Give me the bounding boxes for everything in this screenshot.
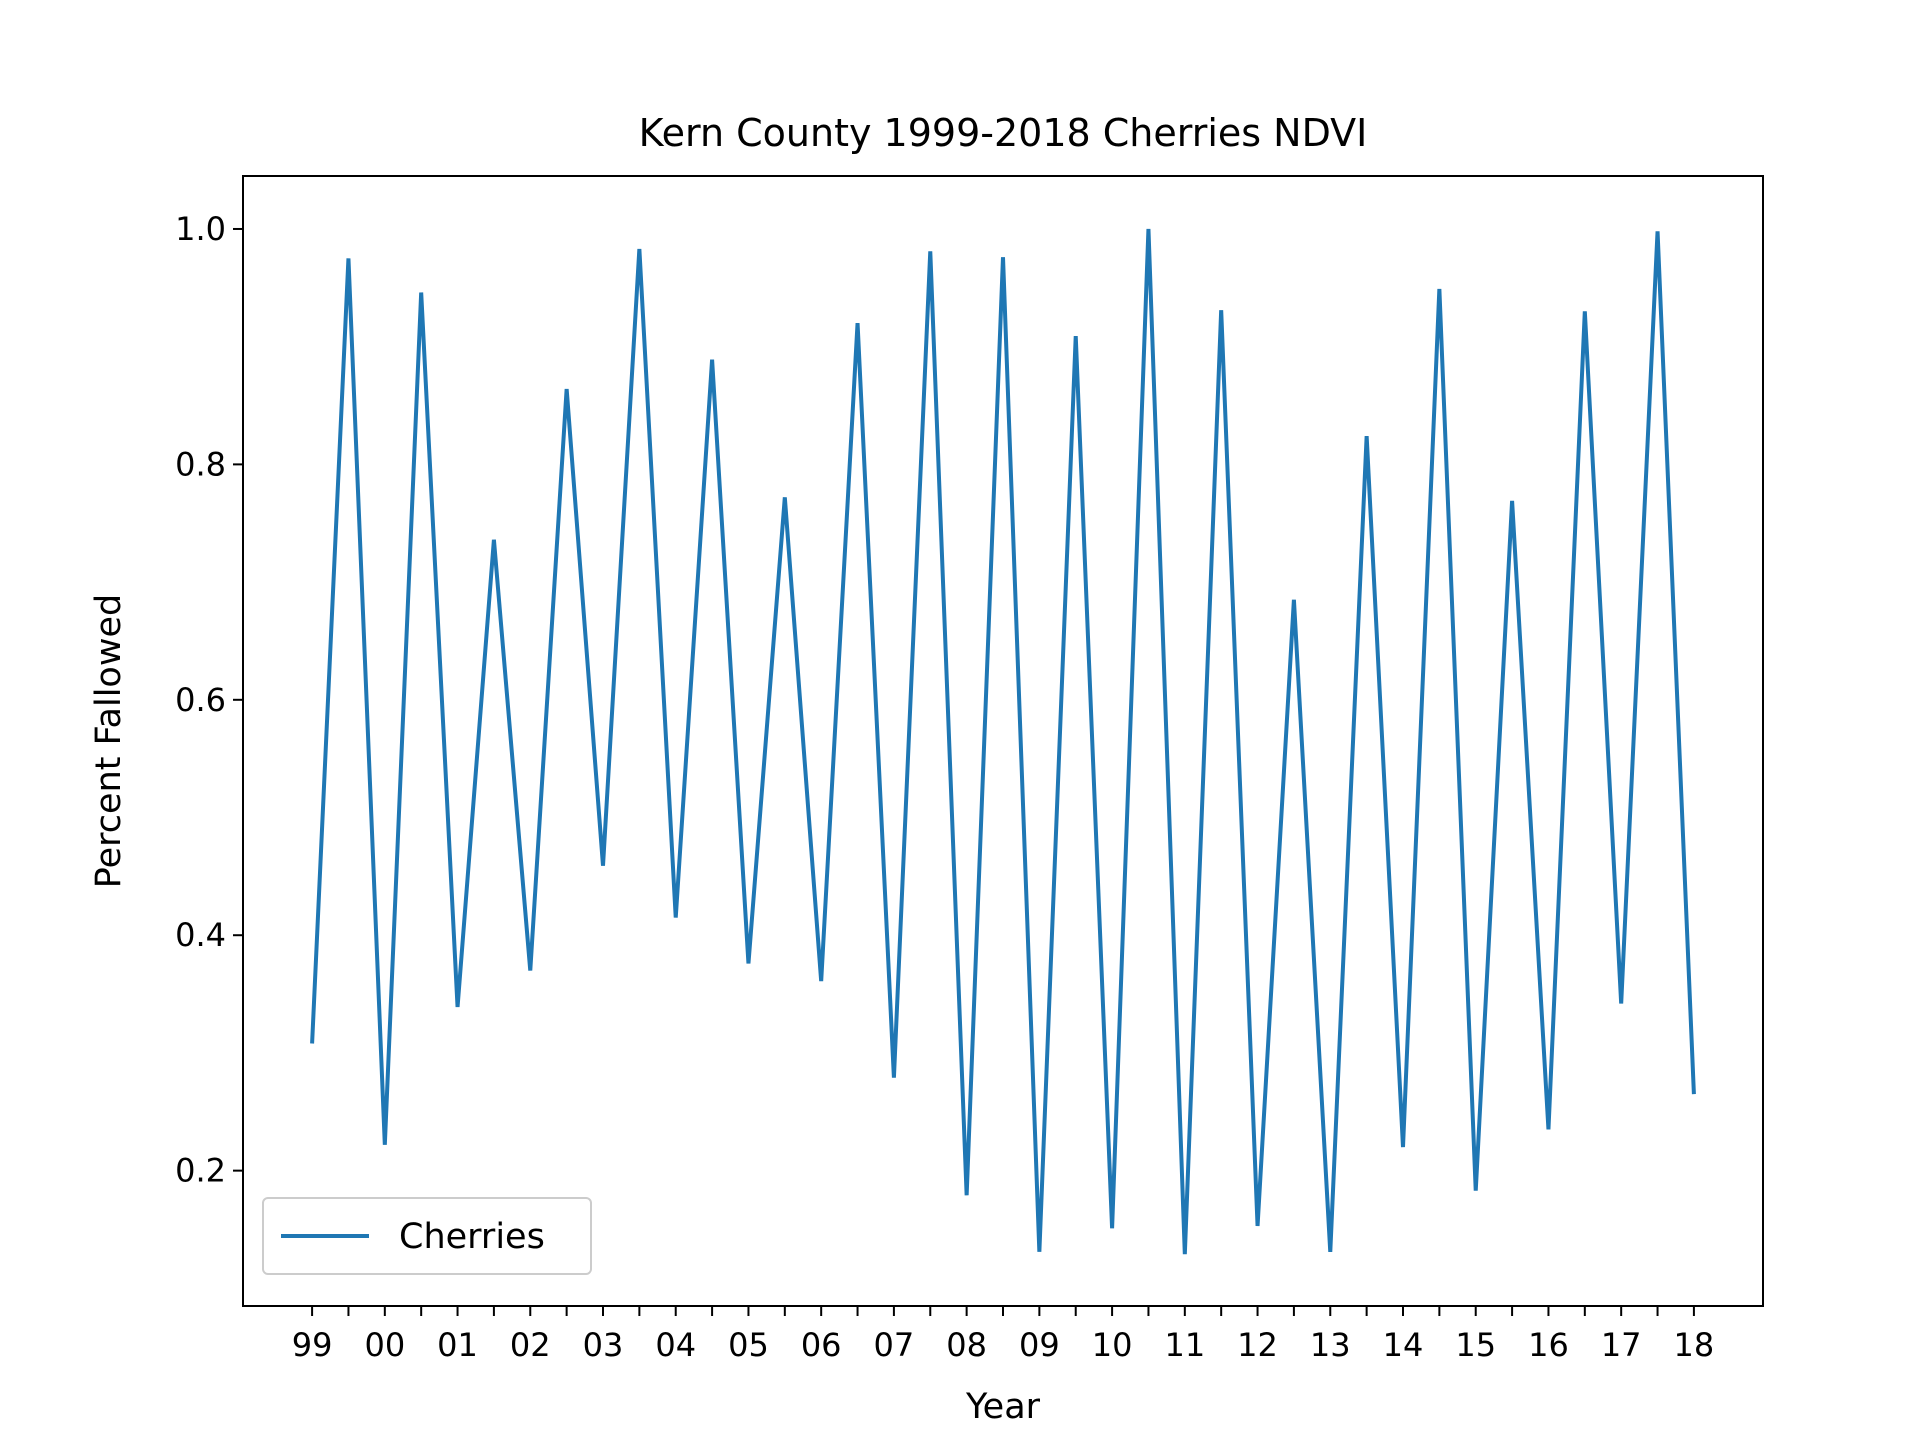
x-tick-label: 15 [1455, 1326, 1496, 1364]
y-axis-ticks: 0.2 0.4 0.6 0.8 1.0 [175, 210, 243, 1190]
x-axis-label: Year [965, 1387, 1041, 1427]
y-axis-label: Percent Fallowed [89, 594, 129, 888]
x-tick-label: 02 [510, 1326, 551, 1364]
plot-frame [242, 175, 1764, 1307]
x-tick-label: 11 [1164, 1326, 1205, 1364]
x-tick-label: 10 [1092, 1326, 1133, 1364]
x-tick-label: 12 [1237, 1326, 1278, 1364]
y-tick-label: 0.2 [175, 1152, 226, 1190]
x-tick-label: 08 [946, 1326, 987, 1364]
y-tick-label: 0.6 [175, 681, 226, 719]
series-layer [310, 228, 1696, 1255]
x-tick-label: 07 [874, 1326, 915, 1364]
x-tick-label: 14 [1383, 1326, 1424, 1364]
x-tick-label: 99 [292, 1326, 333, 1364]
x-tick-label: 03 [583, 1326, 624, 1364]
x-tick-label: 04 [655, 1326, 696, 1364]
x-tick-label: 17 [1601, 1326, 1642, 1364]
x-tick-label: 18 [1674, 1326, 1715, 1364]
series-line-cherries [310, 228, 1696, 1255]
y-tick-label: 1.0 [175, 210, 226, 248]
legend: Cherries [262, 1197, 592, 1275]
x-tick-label: 05 [728, 1326, 769, 1364]
x-tick-label: 16 [1528, 1326, 1569, 1364]
y-tick-label: 0.4 [175, 916, 226, 954]
x-tick-label: 00 [364, 1326, 405, 1364]
legend-label-cherries: Cherries [399, 1217, 545, 1257]
x-tick-label: 09 [1019, 1326, 1060, 1364]
x-tick-label: 13 [1310, 1326, 1351, 1364]
x-axis-ticks: 99 00 01 02 03 04 05 06 07 08 09 10 11 12 13 14 15 16 17 18 [292, 1306, 1715, 1364]
x-tick-label: 06 [801, 1326, 842, 1364]
y-tick-label: 0.8 [175, 445, 226, 483]
x-tick-label: 01 [437, 1326, 478, 1364]
chart-title: Kern County 1999-2018 Cherries NDVI [639, 111, 1368, 155]
legend-box [262, 1197, 592, 1275]
